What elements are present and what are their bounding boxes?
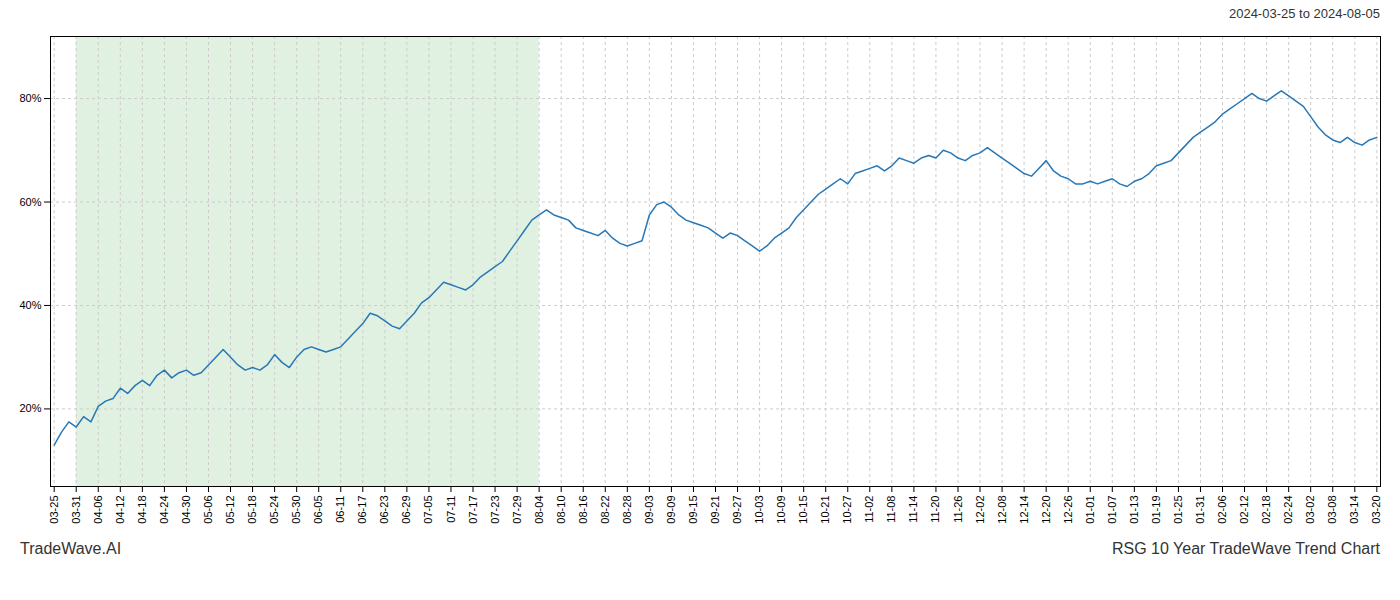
svg-text:12-14: 12-14 [1018,496,1030,524]
svg-text:05-18: 05-18 [246,496,258,524]
svg-text:07-29: 07-29 [511,496,523,524]
svg-text:80%: 80% [19,92,41,104]
svg-text:07-17: 07-17 [467,496,479,524]
svg-text:07-23: 07-23 [489,496,501,524]
svg-text:01-31: 01-31 [1194,496,1206,524]
svg-text:09-21: 09-21 [709,496,721,524]
svg-text:04-24: 04-24 [158,496,170,524]
svg-text:01-25: 01-25 [1172,496,1184,524]
svg-text:10-09: 10-09 [775,496,787,524]
svg-text:11-14: 11-14 [907,496,919,523]
svg-text:11-20: 11-20 [929,496,941,523]
svg-text:01-19: 01-19 [1150,496,1162,524]
svg-text:05-12: 05-12 [224,496,236,524]
html-text:RSG 10 Year TradeWave Trend Ch: RSG 10 Year TradeWave Trend Chart [1112,540,1380,557]
svg-text:04-06: 04-06 [92,496,104,524]
svg-text:02-12: 02-12 [1238,496,1250,524]
svg-text:04-18: 04-18 [136,496,148,524]
svg-text:08-10: 08-10 [555,496,567,524]
svg-text:01-07: 01-07 [1106,496,1118,524]
svg-text:08-04: 08-04 [533,496,545,524]
svg-text:12-26: 12-26 [1062,496,1074,524]
svg-text:05-24: 05-24 [268,496,280,524]
svg-text:01-13: 01-13 [1128,496,1140,524]
svg-text:02-06: 02-06 [1216,496,1228,524]
svg-text:03-25: 03-25 [48,496,60,524]
svg-text:03-20: 03-20 [1370,496,1382,524]
svg-text:60%: 60% [19,196,41,208]
svg-text:06-23: 06-23 [378,496,390,524]
svg-text:03-14: 03-14 [1348,496,1360,524]
svg-text:09-27: 09-27 [731,496,743,524]
svg-text:02-18: 02-18 [1260,496,1272,524]
svg-text:08-22: 08-22 [599,496,611,524]
svg-text:11-26: 11-26 [952,496,964,523]
svg-text:09-03: 09-03 [643,496,655,524]
svg-text:20%: 20% [19,402,41,414]
svg-text:12-02: 12-02 [974,496,986,524]
svg-text:09-09: 09-09 [665,496,677,524]
svg-text:06-05: 06-05 [312,496,324,524]
svg-text:02-24: 02-24 [1282,496,1294,524]
svg-text:07-11: 07-11 [444,496,456,523]
svg-text:10-15: 10-15 [797,496,809,524]
svg-text:03-31: 03-31 [70,496,82,524]
svg-text:06-11: 06-11 [334,496,346,523]
svg-text:11-02: 11-02 [863,496,875,523]
html-text:TradeWave.AI: TradeWave.AI [20,540,122,557]
svg-text:05-30: 05-30 [290,496,302,524]
svg-text:06-29: 06-29 [400,496,412,524]
svg-text:03-02: 03-02 [1304,496,1316,524]
svg-text:10-27: 10-27 [841,496,853,524]
html-text:2024-03-25 to 2024-08-05: 2024-03-25 to 2024-08-05 [1228,6,1380,21]
svg-text:12-08: 12-08 [996,496,1008,524]
svg-text:10-21: 10-21 [819,496,831,524]
svg-text:06-17: 06-17 [356,496,368,524]
svg-text:07-05: 07-05 [422,496,434,524]
svg-text:01-01: 01-01 [1084,496,1096,524]
svg-text:11-08: 11-08 [885,496,897,523]
svg-text:04-12: 04-12 [114,496,126,524]
svg-text:09-15: 09-15 [687,496,699,524]
svg-text:08-16: 08-16 [577,496,589,524]
svg-text:04-30: 04-30 [180,496,192,524]
svg-text:40%: 40% [19,299,41,311]
svg-text:08-28: 08-28 [621,496,633,524]
svg-text:03-08: 03-08 [1326,496,1338,524]
svg-text:05-06: 05-06 [202,496,214,524]
svg-text:10-03: 10-03 [753,496,765,524]
svg-text:12-20: 12-20 [1040,496,1052,524]
